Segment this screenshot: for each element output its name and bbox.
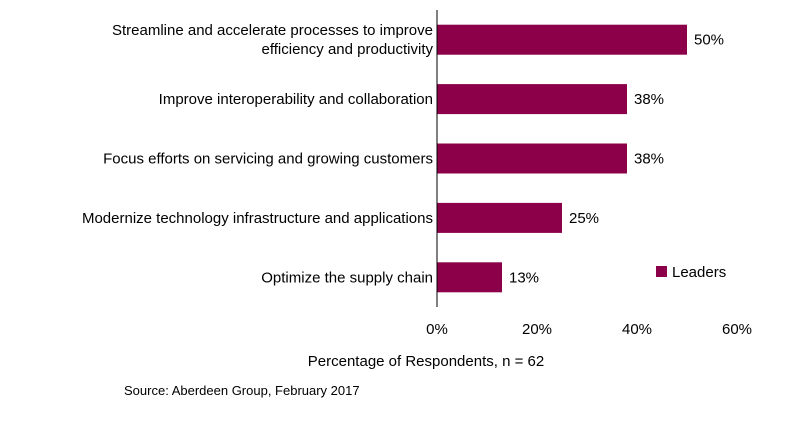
category-label-2-line-1: Improve interoperability and collaborati… bbox=[159, 91, 433, 108]
category-label-4-line-1: Modernize technology infrastructure and … bbox=[82, 210, 433, 227]
legend-label-leaders: Leaders bbox=[672, 264, 726, 281]
value-label-1: 50% bbox=[694, 32, 724, 49]
legend: Leaders bbox=[656, 264, 726, 281]
x-tick-label-40: 40% bbox=[622, 321, 652, 338]
category-label-5-line-1: Optimize the supply chain bbox=[261, 269, 433, 286]
x-tick-label-20: 20% bbox=[522, 321, 552, 338]
bar-1 bbox=[437, 24, 687, 55]
bar-3 bbox=[437, 143, 627, 174]
value-label-5: 13% bbox=[509, 269, 539, 286]
bar-2 bbox=[437, 84, 627, 115]
value-label-2: 38% bbox=[634, 91, 664, 108]
bars-layer: 50% Streamline and accelerate processes t… bbox=[82, 22, 724, 293]
bar-5 bbox=[437, 262, 502, 293]
x-axis-ticks: 0% 20% 40% 60% bbox=[426, 321, 752, 338]
category-label-3-line-1: Focus efforts on servicing and growing c… bbox=[103, 151, 433, 168]
category-label-1-line-1: Streamline and accelerate processes to i… bbox=[112, 22, 433, 39]
bar-4 bbox=[437, 202, 562, 233]
legend-swatch bbox=[656, 266, 667, 277]
category-label-1-line-2: efficiency and productivity bbox=[262, 41, 434, 58]
x-tick-label-0: 0% bbox=[426, 321, 448, 338]
source-note: Source: Aberdeen Group, February 2017 bbox=[124, 383, 360, 398]
value-label-3: 38% bbox=[634, 151, 664, 168]
x-axis-label: Percentage of Respondents, n = 62 bbox=[308, 353, 544, 370]
x-tick-label-60: 60% bbox=[722, 321, 752, 338]
value-label-4: 25% bbox=[569, 210, 599, 227]
